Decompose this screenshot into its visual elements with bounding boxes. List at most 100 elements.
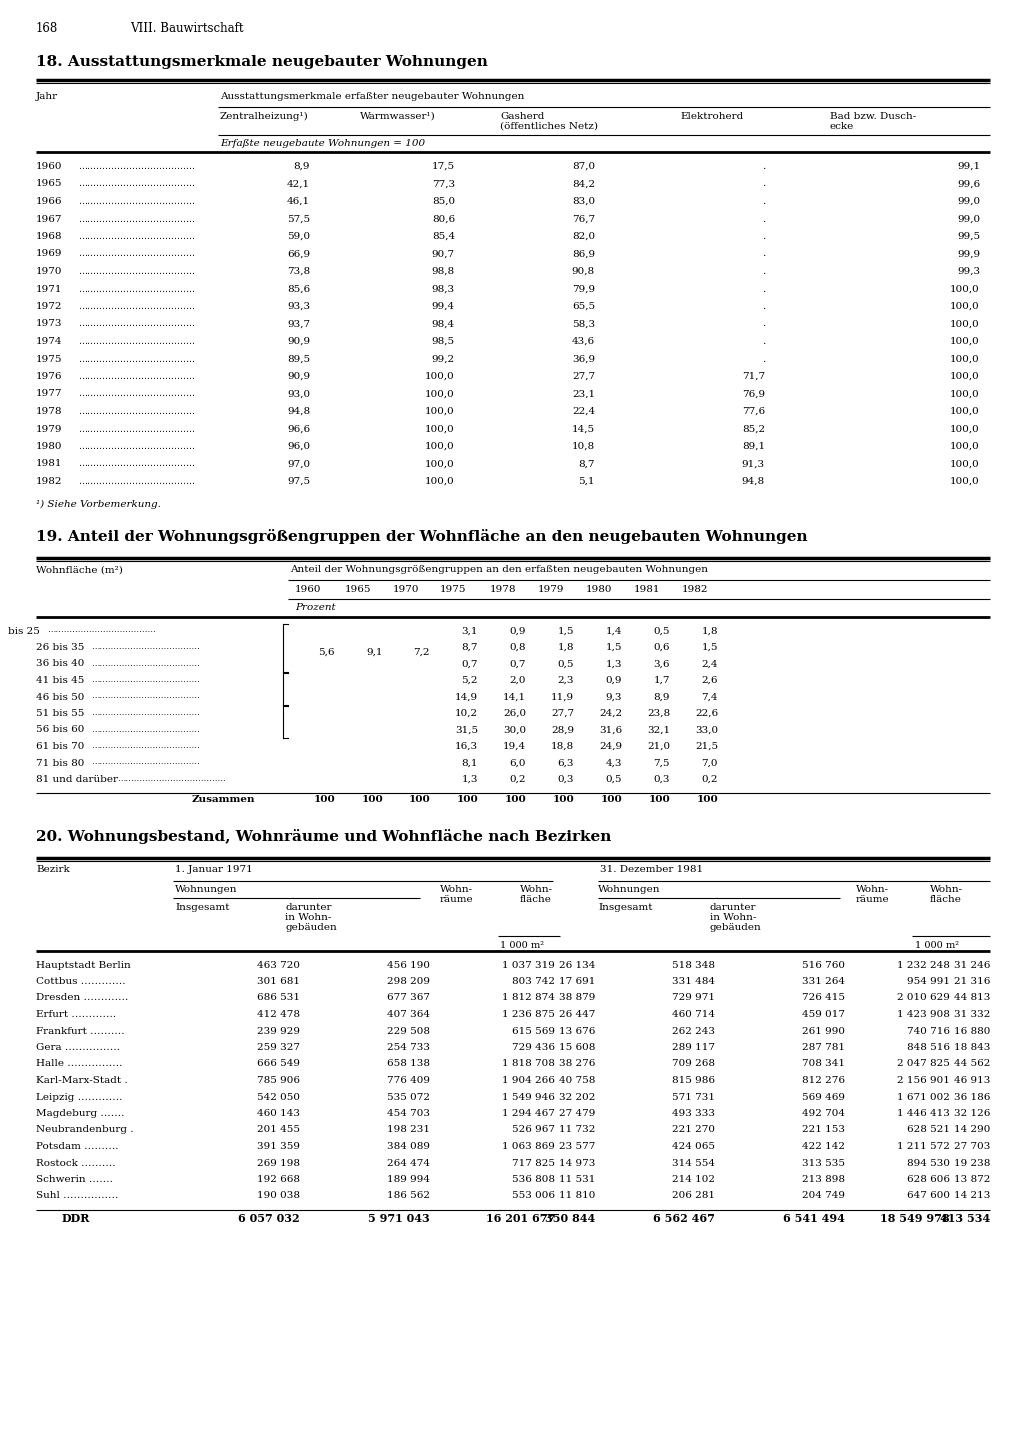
Text: 99,0: 99,0 <box>956 214 980 224</box>
Text: 99,9: 99,9 <box>956 250 980 258</box>
Text: 287 781: 287 781 <box>802 1043 845 1053</box>
Text: 8,9: 8,9 <box>294 162 310 171</box>
Text: 36,9: 36,9 <box>571 355 595 363</box>
Text: 261 990: 261 990 <box>802 1027 845 1035</box>
Text: 6 057 032: 6 057 032 <box>239 1213 300 1223</box>
Text: 0,3: 0,3 <box>557 775 574 784</box>
Text: 42,1: 42,1 <box>287 180 310 188</box>
Text: 460 143: 460 143 <box>257 1109 300 1119</box>
Text: 76,7: 76,7 <box>571 214 595 224</box>
Text: 463 720: 463 720 <box>257 961 300 969</box>
Text: …………………………………: ………………………………… <box>91 709 200 717</box>
Text: Insgesamt: Insgesamt <box>598 902 652 912</box>
Text: 87,0: 87,0 <box>571 162 595 171</box>
Text: 536 808: 536 808 <box>512 1175 555 1185</box>
Text: Elektroherd: Elektroherd <box>680 112 743 121</box>
Text: 82,0: 82,0 <box>571 233 595 241</box>
Text: 31. Dezember 1981: 31. Dezember 1981 <box>600 866 703 875</box>
Text: …………………………………: ………………………………… <box>47 626 156 635</box>
Text: 391 359: 391 359 <box>257 1142 300 1152</box>
Text: 206 281: 206 281 <box>672 1192 715 1200</box>
Text: 100,0: 100,0 <box>950 372 980 381</box>
Text: 298 209: 298 209 <box>387 976 430 987</box>
Text: 628 521: 628 521 <box>907 1126 950 1134</box>
Text: 21,5: 21,5 <box>695 742 718 751</box>
Text: 6,0: 6,0 <box>510 758 526 767</box>
Text: 18. Ausstattungsmerkmale neugebauter Wohnungen: 18. Ausstattungsmerkmale neugebauter Woh… <box>36 55 487 69</box>
Text: …………………………………: ………………………………… <box>78 442 195 451</box>
Text: 1 000 m²: 1 000 m² <box>915 941 959 949</box>
Text: 18 549 978: 18 549 978 <box>881 1213 950 1223</box>
Text: 729 971: 729 971 <box>672 994 715 1002</box>
Text: …………………………………: ………………………………… <box>78 302 195 312</box>
Text: 100,0: 100,0 <box>950 389 980 399</box>
Text: 493 333: 493 333 <box>672 1109 715 1119</box>
Text: 99,2: 99,2 <box>432 355 455 363</box>
Text: .: . <box>762 355 765 363</box>
Text: 407 364: 407 364 <box>387 1010 430 1020</box>
Text: 100,0: 100,0 <box>950 442 980 451</box>
Text: …………………………………: ………………………………… <box>91 725 200 734</box>
Text: 7,4: 7,4 <box>701 692 718 702</box>
Text: 740 716: 740 716 <box>907 1027 950 1035</box>
Text: 1 818 708: 1 818 708 <box>502 1060 555 1068</box>
Text: 59,0: 59,0 <box>287 233 310 241</box>
Text: 61 bis 70: 61 bis 70 <box>36 742 84 751</box>
Text: …………………………………: ………………………………… <box>91 742 200 750</box>
Text: 0,5: 0,5 <box>653 626 670 636</box>
Text: 90,7: 90,7 <box>432 250 455 258</box>
Text: darunter: darunter <box>285 902 332 912</box>
Text: 213 898: 213 898 <box>802 1175 845 1185</box>
Text: 31 332: 31 332 <box>953 1010 990 1020</box>
Text: 190 038: 190 038 <box>257 1192 300 1200</box>
Text: 1 423 908: 1 423 908 <box>897 1010 950 1020</box>
Text: 686 531: 686 531 <box>257 994 300 1002</box>
Text: Neubrandenburg .: Neubrandenburg . <box>36 1126 133 1134</box>
Text: räume: räume <box>856 896 890 905</box>
Text: 894 530: 894 530 <box>907 1159 950 1167</box>
Text: 189 994: 189 994 <box>387 1175 430 1185</box>
Text: 32 202: 32 202 <box>559 1093 595 1101</box>
Text: 0,6: 0,6 <box>653 643 670 652</box>
Text: 571 731: 571 731 <box>672 1093 715 1101</box>
Text: 1,5: 1,5 <box>701 643 718 652</box>
Text: 100: 100 <box>696 796 718 804</box>
Text: 98,3: 98,3 <box>432 284 455 293</box>
Text: 85,4: 85,4 <box>432 233 455 241</box>
Text: 542 050: 542 050 <box>257 1093 300 1101</box>
Text: 8,7: 8,7 <box>462 643 478 652</box>
Text: 14 290: 14 290 <box>953 1126 990 1134</box>
Text: …………………………………: ………………………………… <box>78 197 195 205</box>
Text: 97,5: 97,5 <box>287 477 310 485</box>
Text: .: . <box>762 267 765 276</box>
Text: 6 562 467: 6 562 467 <box>653 1213 715 1223</box>
Text: 708 341: 708 341 <box>802 1060 845 1068</box>
Text: …………………………………: ………………………………… <box>78 389 195 399</box>
Text: 1,3: 1,3 <box>605 659 622 669</box>
Text: 13 676: 13 676 <box>559 1027 595 1035</box>
Text: 776 409: 776 409 <box>387 1076 430 1086</box>
Text: 221 270: 221 270 <box>672 1126 715 1134</box>
Text: 8,9: 8,9 <box>653 692 670 702</box>
Text: ecke: ecke <box>830 122 854 131</box>
Text: Gera …………….: Gera ……………. <box>36 1043 120 1053</box>
Text: Wohnfläche (m²): Wohnfläche (m²) <box>36 566 123 574</box>
Text: 8,1: 8,1 <box>462 758 478 767</box>
Text: 424 065: 424 065 <box>672 1142 715 1152</box>
Text: 201 455: 201 455 <box>257 1126 300 1134</box>
Text: 14 213: 14 213 <box>953 1192 990 1200</box>
Text: ¹) Siehe Vorbemerkung.: ¹) Siehe Vorbemerkung. <box>36 500 161 508</box>
Text: 0,2: 0,2 <box>510 775 526 784</box>
Text: 647 600: 647 600 <box>907 1192 950 1200</box>
Text: 412 478: 412 478 <box>257 1010 300 1020</box>
Text: 27,7: 27,7 <box>571 372 595 381</box>
Text: 289 117: 289 117 <box>672 1043 715 1053</box>
Text: 422 142: 422 142 <box>802 1142 845 1152</box>
Text: 1,8: 1,8 <box>557 643 574 652</box>
Text: 11 732: 11 732 <box>559 1126 595 1134</box>
Text: 17,5: 17,5 <box>432 162 455 171</box>
Text: 2,4: 2,4 <box>701 659 718 669</box>
Text: 3,6: 3,6 <box>653 659 670 669</box>
Text: 1 000 m²: 1 000 m² <box>500 941 544 949</box>
Text: 459 017: 459 017 <box>802 1010 845 1020</box>
